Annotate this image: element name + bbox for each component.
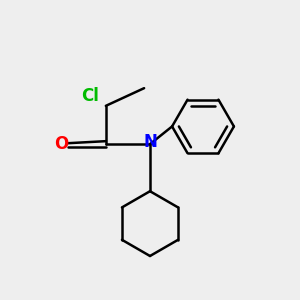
Text: O: O	[55, 135, 69, 153]
Text: Cl: Cl	[81, 86, 99, 104]
Text: N: N	[143, 133, 157, 151]
